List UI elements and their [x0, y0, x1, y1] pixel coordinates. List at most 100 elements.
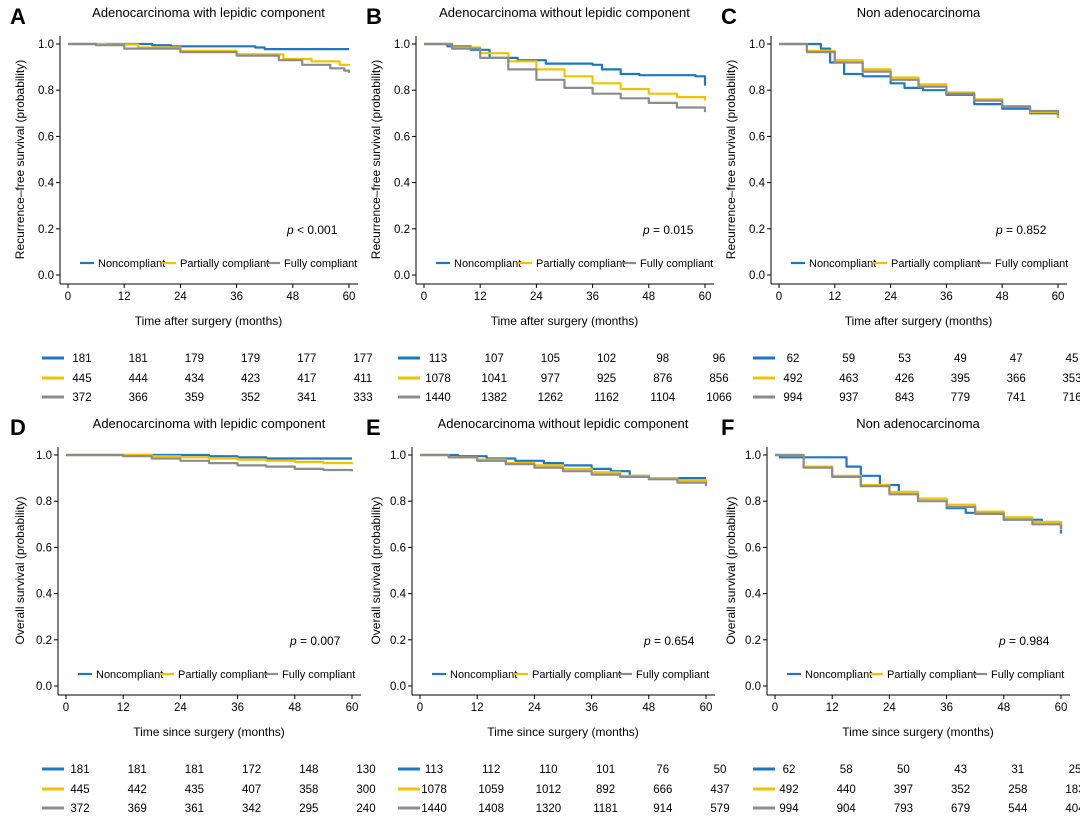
risk-cell: 435	[185, 784, 204, 796]
x-tick-label: 0	[421, 291, 427, 303]
x-tick-label: 48	[642, 702, 655, 714]
risk-cell: 440	[837, 784, 856, 796]
x-tick-label: 0	[63, 702, 69, 714]
x-tick-label: 24	[884, 291, 897, 303]
risk-cell: 492	[783, 373, 802, 385]
p-value-prefix: p	[995, 223, 1003, 237]
p-value-prefix: p	[289, 634, 297, 648]
panel-f: F Non adenocarcinoma 0.0 0.2 0.4 0.6 0.8 1.0 0 12…	[721, 415, 1080, 815]
risk-cell: 1408	[478, 803, 504, 815]
risk-cell: 369	[128, 803, 147, 815]
p-value-text: = 0.015	[650, 223, 694, 237]
y-tick-label: 0.4	[390, 589, 407, 601]
y-tick-label: 0.0	[745, 681, 761, 693]
risk-cell: 177	[297, 353, 316, 365]
x-tick-label: 36	[586, 291, 599, 303]
risk-cell: 892	[596, 784, 615, 796]
risk-cell: 53	[898, 353, 911, 365]
legend-entry-fully: Fully compliant	[284, 258, 357, 270]
x-tick-label: 36	[940, 291, 953, 303]
x-tick-label: 12	[471, 702, 484, 714]
y-axis-label: Overall survival (probability)	[369, 496, 383, 644]
legend-entry-noncompliant: Noncompliant	[450, 669, 517, 681]
risk-cell: 50	[897, 764, 910, 776]
risk-cell: 1059	[478, 784, 504, 796]
risk-cell: 366	[1007, 373, 1026, 385]
y-tick-label: 0.6	[38, 131, 54, 143]
panel-letter: F	[721, 415, 734, 440]
y-tick-label: 0.4	[745, 589, 762, 601]
y-tick-label: 1.0	[38, 39, 54, 51]
series-line-fully	[775, 453, 1063, 529]
x-tick-label: 60	[346, 702, 359, 714]
risk-cell: 437	[710, 784, 729, 796]
y-tick-label: 0.6	[390, 542, 406, 554]
y-tick-label: 1.0	[36, 450, 52, 462]
risk-cell: 183	[1065, 784, 1080, 796]
risk-cell: 25	[1069, 764, 1080, 776]
risk-cell: 444	[129, 373, 149, 385]
risk-cell: 113	[429, 353, 447, 365]
x-tick-label: 48	[997, 702, 1010, 714]
risk-cell: 1320	[536, 803, 562, 815]
series-line-noncompliant	[66, 453, 352, 460]
y-tick-label: 1.0	[745, 450, 761, 462]
risk-cell: 977	[541, 373, 560, 385]
x-tick-label: 60	[700, 702, 713, 714]
risk-cell: 62	[787, 353, 800, 365]
chart-title: Adenocarcinoma with lepidic component	[93, 416, 326, 431]
p-value-annotation: p = 0.015	[642, 223, 694, 237]
risk-cell: 372	[70, 803, 89, 815]
p-value-annotation: p = 0.007	[289, 634, 341, 648]
risk-cell: 62	[783, 764, 796, 776]
risk-cell: 914	[653, 803, 673, 815]
x-tick-label: 12	[826, 702, 839, 714]
legend-entry-partially: Partially compliant	[891, 258, 980, 270]
risk-cell: 240	[356, 803, 375, 815]
y-axis-label: Recurrence–free survival (probability)	[13, 60, 27, 259]
risk-cell: 31	[1011, 764, 1024, 776]
risk-cell: 856	[709, 373, 728, 385]
legend-entry-noncompliant: Noncompliant	[98, 258, 165, 270]
chart-title: Non adenocarcinoma	[856, 416, 980, 431]
x-tick-label: 48	[288, 702, 301, 714]
risk-cell: 333	[353, 392, 372, 404]
y-tick-label: 1.0	[394, 39, 410, 51]
risk-cell: 372	[72, 392, 91, 404]
risk-cell: 397	[894, 784, 913, 796]
risk-cell: 1262	[538, 392, 564, 404]
p-value-prefix: p	[286, 223, 294, 237]
p-value-text: < 0.001	[294, 223, 338, 237]
risk-cell: 342	[242, 803, 261, 815]
x-tick-label: 48	[286, 291, 299, 303]
risk-cell: 417	[297, 373, 316, 385]
risk-cell: 341	[297, 392, 316, 404]
legend-entry-fully: Fully compliant	[282, 669, 355, 681]
y-axis-label: Overall survival (probability)	[13, 496, 27, 644]
risk-cell: 994	[783, 392, 803, 404]
risk-cell: 361	[185, 803, 204, 815]
p-value-annotation: p = 0.852	[995, 223, 1047, 237]
risk-cell: 102	[597, 353, 616, 365]
risk-cell: 463	[839, 373, 858, 385]
y-tick-label: 0.0	[36, 681, 52, 693]
series-line-fully	[424, 42, 707, 113]
panel-b: B Adenocarcinoma without lepidic componen…	[366, 4, 732, 404]
risk-cell: 366	[129, 392, 148, 404]
y-tick-label: 1.0	[390, 450, 406, 462]
y-tick-label: 0.0	[38, 270, 54, 282]
risk-cell: 181	[72, 353, 91, 365]
legend-entry-fully: Fully compliant	[640, 258, 713, 270]
x-tick-label: 12	[474, 291, 487, 303]
risk-cell: 148	[299, 764, 318, 776]
risk-cell: 876	[653, 373, 672, 385]
x-tick-label: 24	[530, 291, 543, 303]
x-tick-label: 60	[1055, 702, 1068, 714]
risk-cell: 43	[954, 764, 967, 776]
x-tick-label: 48	[996, 291, 1009, 303]
risk-cell: 96	[713, 353, 726, 365]
risk-cell: 172	[242, 764, 261, 776]
legend-entry-noncompliant: Noncompliant	[805, 669, 872, 681]
risk-cell: 937	[839, 392, 858, 404]
x-tick-label: 12	[117, 702, 130, 714]
